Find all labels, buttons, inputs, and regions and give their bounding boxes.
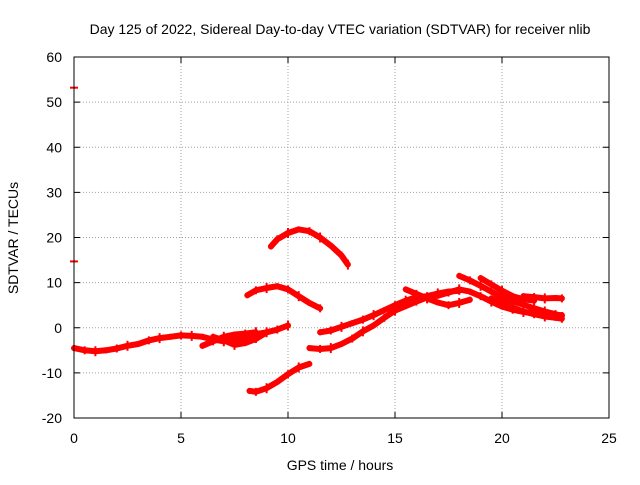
series-layer — [70, 86, 565, 396]
series-line — [246, 360, 313, 395]
y-tick-label: 60 — [46, 49, 62, 65]
y-tick-label: 10 — [46, 275, 62, 291]
y-tick-label: 50 — [46, 94, 62, 110]
y-tick-label: 20 — [46, 230, 62, 246]
x-tick-label: 0 — [70, 430, 78, 446]
series-line — [317, 287, 463, 336]
chart-title: Day 125 of 2022, Sidereal Day-to-day VTE… — [90, 21, 591, 37]
y-axis-label: SDTVAR / TECUs — [5, 182, 21, 294]
data-series — [210, 327, 270, 350]
y-tick-label: 30 — [46, 184, 62, 200]
x-tick-label: 15 — [387, 430, 403, 446]
x-tick-label: 5 — [177, 430, 185, 446]
y-tick-label: -20 — [42, 410, 62, 426]
y-tick-label: 0 — [54, 320, 62, 336]
grid — [74, 57, 609, 418]
x-axis-label: GPS time / hours — [287, 457, 394, 473]
series-line — [488, 295, 565, 322]
data-series — [488, 295, 565, 323]
y-tick-label: -10 — [42, 365, 62, 381]
x-tick-label: 25 — [601, 430, 617, 446]
y-tick-label: 40 — [46, 139, 62, 155]
x-tick-label: 20 — [494, 430, 510, 446]
series-line — [199, 329, 259, 349]
data-series — [244, 283, 324, 313]
data-series — [402, 286, 473, 310]
x-tick-label: 10 — [280, 430, 296, 446]
ticks: 0 5 10 15 20 25 -20 -10 0 10 20 30 40 50 60 — [42, 49, 617, 446]
data-series — [267, 226, 351, 270]
series-line — [244, 283, 324, 312]
series-line — [477, 275, 538, 304]
data-series — [246, 360, 313, 396]
data-series — [520, 293, 565, 304]
series-line — [210, 329, 270, 348]
